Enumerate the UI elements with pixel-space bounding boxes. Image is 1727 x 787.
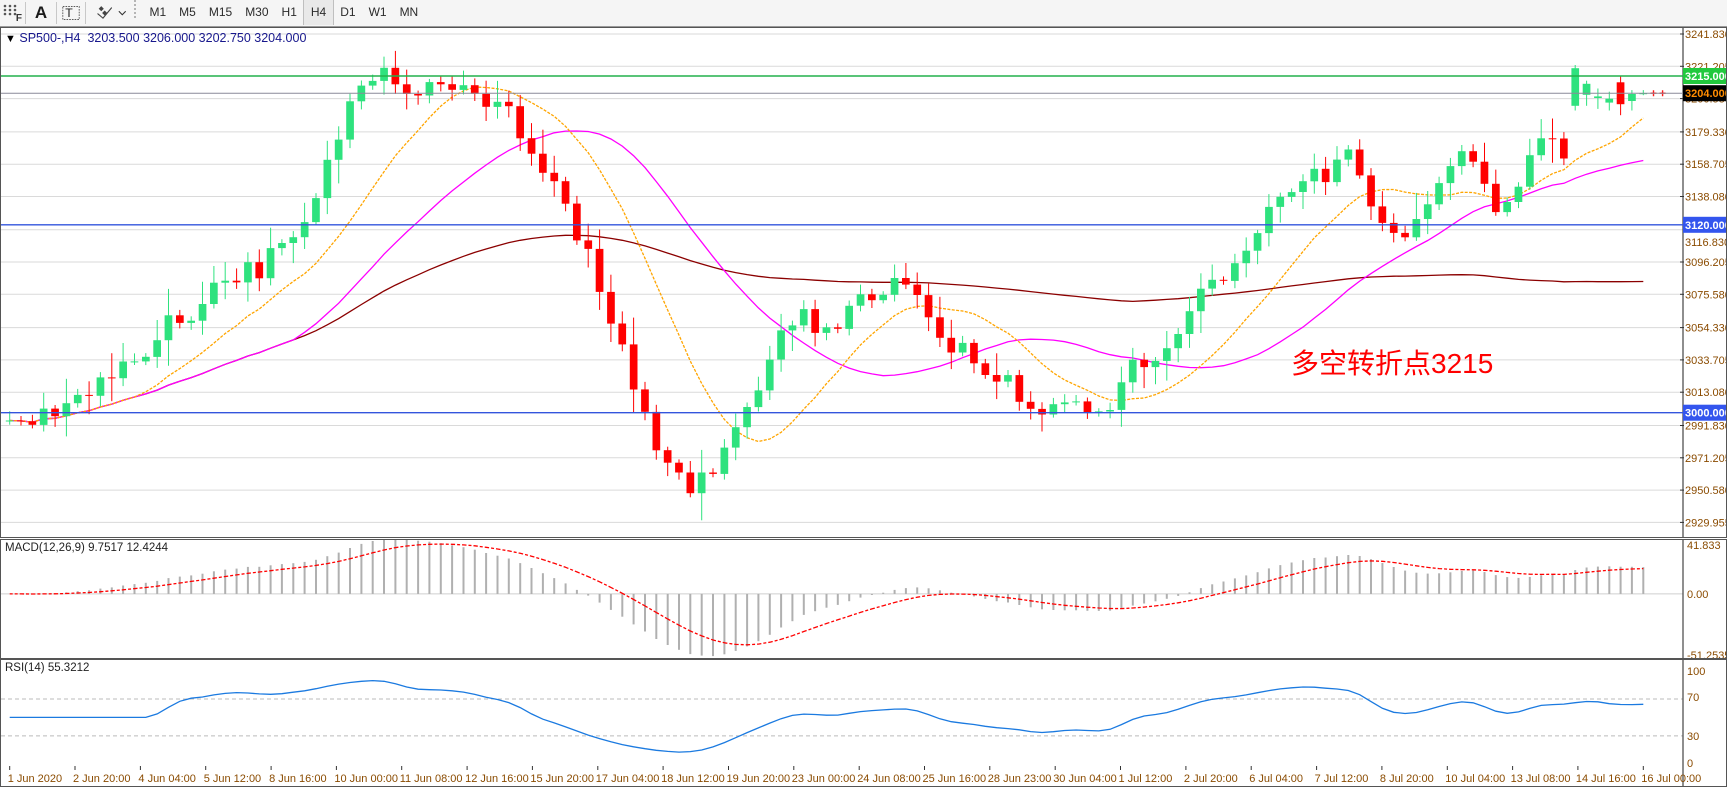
svg-text:3215.000: 3215.000 [1685, 71, 1727, 83]
svg-text:16 Jul 00:00: 16 Jul 00:00 [1641, 773, 1701, 785]
svg-text:12 Jun 16:00: 12 Jun 16:00 [465, 773, 529, 785]
svg-text:0.00: 0.00 [1687, 589, 1708, 601]
svg-text:3138.080: 3138.080 [1685, 192, 1727, 204]
svg-text:3033.705: 3033.705 [1685, 355, 1727, 367]
svg-text:8 Jul 20:00: 8 Jul 20:00 [1380, 773, 1434, 785]
svg-text:多空转折点3215: 多空转折点3215 [1291, 348, 1493, 379]
svg-text:13 Jul 08:00: 13 Jul 08:00 [1511, 773, 1571, 785]
svg-text:19 Jun 20:00: 19 Jun 20:00 [727, 773, 791, 785]
svg-text:8 Jun 16:00: 8 Jun 16:00 [269, 773, 327, 785]
svg-text:3054.330: 3054.330 [1685, 323, 1727, 335]
svg-text:3116.830: 3116.830 [1685, 237, 1727, 249]
svg-text:70: 70 [1687, 692, 1699, 704]
svg-text:3013.080: 3013.080 [1685, 387, 1727, 399]
svg-text:3179.330: 3179.330 [1685, 127, 1727, 139]
svg-text:3096.205: 3096.205 [1685, 257, 1727, 269]
svg-text:30 Jun 04:00: 30 Jun 04:00 [1053, 773, 1117, 785]
svg-text:3075.580: 3075.580 [1685, 289, 1727, 301]
svg-text:17 Jun 04:00: 17 Jun 04:00 [596, 773, 660, 785]
svg-text:1 Jun 2020: 1 Jun 2020 [8, 773, 62, 785]
svg-text:3120.000: 3120.000 [1685, 220, 1727, 232]
svg-text:T: T [65, 6, 73, 20]
svg-text:3241.830: 3241.830 [1685, 29, 1727, 41]
svg-text:24 Jun 08:00: 24 Jun 08:00 [857, 773, 921, 785]
svg-text:10 Jul 04:00: 10 Jul 04:00 [1445, 773, 1505, 785]
svg-text:7 Jul 12:00: 7 Jul 12:00 [1315, 773, 1369, 785]
svg-text:2 Jun 20:00: 2 Jun 20:00 [73, 773, 131, 785]
svg-text:15 Jun 20:00: 15 Jun 20:00 [530, 773, 594, 785]
svg-text:25 Jun 16:00: 25 Jun 16:00 [923, 773, 987, 785]
svg-text:2991.830: 2991.830 [1685, 421, 1727, 433]
svg-text:2950.580: 2950.580 [1685, 485, 1727, 497]
svg-text:41.833: 41.833 [1687, 540, 1721, 552]
svg-text:100: 100 [1687, 666, 1705, 678]
svg-text:2 Jul 20:00: 2 Jul 20:00 [1184, 773, 1238, 785]
svg-text:2971.205: 2971.205 [1685, 453, 1727, 465]
svg-text:-51.2535: -51.2535 [1687, 650, 1727, 659]
svg-text:23 Jun 00:00: 23 Jun 00:00 [792, 773, 856, 785]
svg-text:4 Jun 04:00: 4 Jun 04:00 [138, 773, 196, 785]
svg-text:1 Jul 12:00: 1 Jul 12:00 [1119, 773, 1173, 785]
svg-text:3204.000: 3204.000 [1685, 88, 1727, 100]
svg-text:11 Jun 08:00: 11 Jun 08:00 [400, 773, 463, 785]
svg-text:14 Jul 16:00: 14 Jul 16:00 [1576, 773, 1636, 785]
svg-text:18 Jun 12:00: 18 Jun 12:00 [661, 773, 725, 785]
svg-text:10 Jun 00:00: 10 Jun 00:00 [334, 773, 398, 785]
svg-text:3000.000: 3000.000 [1685, 408, 1727, 420]
svg-text:3158.705: 3158.705 [1685, 159, 1727, 171]
svg-text:30: 30 [1687, 731, 1699, 743]
svg-text:6 Jul 04:00: 6 Jul 04:00 [1249, 773, 1303, 785]
svg-text:5 Jun 12:00: 5 Jun 12:00 [204, 773, 262, 785]
svg-text:2929.955: 2929.955 [1685, 517, 1727, 529]
svg-text:28 Jun 23:00: 28 Jun 23:00 [988, 773, 1052, 785]
